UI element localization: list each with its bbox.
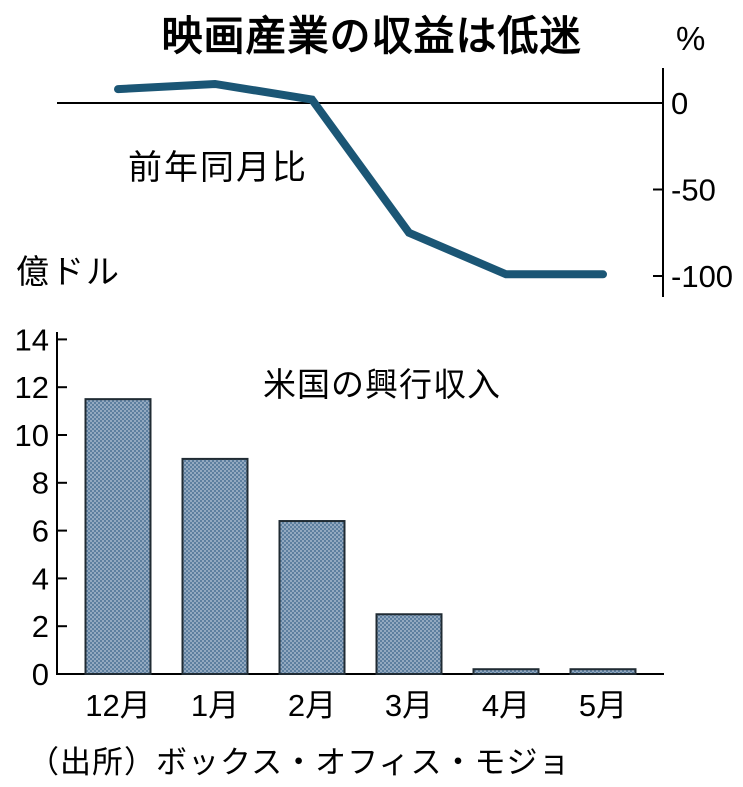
bar-chart: 0 2 4 6 8 10 12 14 12月 1月 2月 3月 4月 5月: [15, 322, 664, 723]
y-tick-label: -50: [671, 172, 716, 207]
source-note: （出所）ボックス・オフィス・モジョ: [28, 745, 571, 780]
y-tick-label: 2: [32, 609, 49, 644]
page-title: 映画産業の収益は低迷: [161, 13, 582, 59]
bar: [569, 668, 637, 675]
bar: [375, 613, 443, 675]
line-chart-unit-label: %: [676, 20, 706, 57]
y-tick-label: -100: [671, 259, 733, 294]
y-tick-label: 14: [15, 322, 49, 357]
y-tick-label: 6: [32, 513, 49, 548]
bar: [278, 520, 346, 675]
line-chart-series-label: 前年同月比: [128, 149, 308, 187]
line-chart: 0 -50 -100: [57, 68, 733, 297]
y-tick-label: 12: [15, 370, 49, 405]
x-tick-label: 5月: [579, 688, 627, 723]
x-tick-label: 4月: [482, 688, 530, 723]
x-tick-label: 1月: [191, 688, 239, 723]
y-tick-label: 8: [32, 466, 49, 501]
bar-chart-title: 米国の興行収入: [263, 366, 501, 403]
y-tick-label: 0: [671, 86, 688, 121]
bar: [472, 668, 540, 675]
bar: [181, 457, 249, 675]
bar: [84, 398, 152, 675]
y-tick-label: 4: [32, 561, 49, 596]
y-tick-label: 10: [15, 418, 49, 453]
yoy-line-series: [114, 79, 607, 279]
x-tick-label: 12月: [85, 688, 150, 723]
y-tick-label: 0: [32, 657, 49, 692]
x-tick-label: 3月: [385, 688, 433, 723]
x-tick-label: 2月: [288, 688, 336, 723]
bar-chart-unit-label: 億ドル: [16, 253, 121, 290]
